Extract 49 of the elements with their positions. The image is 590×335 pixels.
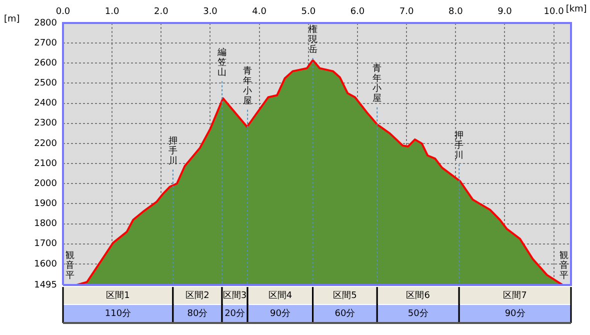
x-tick-label: 3.0 [203,6,218,17]
x-tick-label: 4.0 [252,6,267,17]
annotation: 観音平 [560,250,568,281]
y-tick-label: 2400 [34,98,58,109]
ref-line-label: 押手川 [454,130,464,162]
text: 60分 [334,308,356,319]
text: 80分 [187,308,208,319]
text: 20分 [224,308,246,319]
x-tick-label: 6.0 [350,6,365,17]
text: 区間3 [222,290,247,301]
ref-line-label: 青年小屋 [243,66,252,107]
text: 90分 [270,308,290,319]
text: 50分 [408,308,428,319]
text: 区間4 [268,290,292,301]
y-tick-label: 2600 [34,58,58,68]
ref-line-label: 青年小屋 [372,63,382,104]
ref-line-label: 編笠山 [216,47,227,78]
annotation: 観音平 [66,250,74,281]
ref-line-label: 権現岳 [308,24,318,55]
x-axis-title: [km] [566,4,587,14]
x-tick-label: 7.0 [399,6,414,17]
y-tick-label: 2500 [34,78,58,89]
x-tick-label: 10.0 [544,6,564,17]
y-tick-label: 1495 [34,280,57,290]
y-tick-label: 1600 [34,259,58,270]
x-tick-label: 2.0 [154,6,169,17]
y-axis-title: [m] [4,14,20,24]
text: 区間1 [106,290,130,301]
text: 区間5 [333,290,357,301]
y-tick-label: 2200 [34,138,58,149]
x-tick-label: 5.0 [301,6,316,17]
ref-line-label: 押手川 [168,135,178,166]
x-tick-label: 0.0 [56,6,70,17]
y-tick-label: 1800 [34,219,58,230]
y-tick-label: 2000 [34,178,58,189]
text: 区間6 [406,290,430,301]
x-tick-label: 8.0 [448,6,464,17]
y-tick-label: 2800 [34,18,58,28]
text: 区間2 [186,290,210,301]
text: 90分 [504,308,526,319]
x-tick-label: 1.0 [104,6,120,17]
y-tick-label: 2700 [34,38,58,48]
y-tick-label: 2100 [34,158,58,169]
y-tick-label: 1700 [34,239,58,250]
text: 区間7 [503,290,527,301]
x-tick-label: 9.0 [498,6,512,17]
y-tick-label: 2300 [34,118,58,129]
y-tick-label: 1900 [34,199,58,210]
text: 110分 [104,308,132,319]
